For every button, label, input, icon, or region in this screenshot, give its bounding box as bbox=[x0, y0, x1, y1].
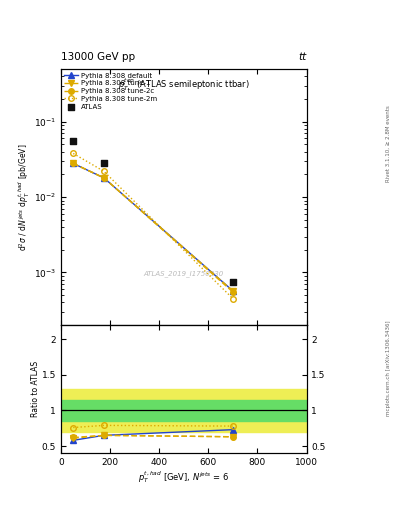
Y-axis label: d$^2\sigma$ / d$N^{jets}$ d$p_T^{t,had}$ [pb/GeV]: d$^2\sigma$ / d$N^{jets}$ d$p_T^{t,had}$… bbox=[17, 143, 32, 251]
Text: Rivet 3.1.10, ≥ 2.8M events: Rivet 3.1.10, ≥ 2.8M events bbox=[386, 105, 391, 182]
Line: Pythia 8.308 tune-2m: Pythia 8.308 tune-2m bbox=[70, 151, 236, 302]
Pythia 8.308 tune-2m bbox=[231, 295, 235, 302]
Line: Pythia 8.308 default: Pythia 8.308 default bbox=[70, 161, 236, 293]
Bar bbox=[61, 400, 307, 421]
Pythia 8.308 tune-1 bbox=[231, 288, 235, 294]
Pythia 8.308 tune-2m bbox=[101, 168, 106, 175]
ATLAS bbox=[70, 137, 76, 145]
Text: 13000 GeV pp: 13000 GeV pp bbox=[61, 52, 135, 62]
Bar bbox=[61, 389, 307, 432]
Pythia 8.308 tune-2c bbox=[71, 160, 75, 166]
Line: Pythia 8.308 tune-2c: Pythia 8.308 tune-2c bbox=[70, 161, 236, 295]
Text: mcplots.cern.ch [arXiv:1306.3436]: mcplots.cern.ch [arXiv:1306.3436] bbox=[386, 321, 391, 416]
Y-axis label: Ratio to ATLAS: Ratio to ATLAS bbox=[31, 361, 40, 417]
Pythia 8.308 tune-2c bbox=[231, 289, 235, 295]
Text: ATLAS_2019_I1750330: ATLAS_2019_I1750330 bbox=[143, 270, 224, 278]
Pythia 8.308 tune-1 bbox=[71, 160, 75, 166]
Legend: Pythia 8.308 default, Pythia 8.308 tune-1, Pythia 8.308 tune-2c, Pythia 8.308 tu: Pythia 8.308 default, Pythia 8.308 tune-… bbox=[63, 71, 158, 111]
Line: Pythia 8.308 tune-1: Pythia 8.308 tune-1 bbox=[70, 161, 236, 293]
Pythia 8.308 tune-1 bbox=[101, 175, 106, 181]
Text: tt: tt bbox=[298, 52, 307, 62]
Pythia 8.308 default bbox=[71, 160, 75, 166]
Pythia 8.308 tune-2c bbox=[101, 175, 106, 181]
X-axis label: $p_T^{t,had}$ [GeV], $N^{jets}$ = 6: $p_T^{t,had}$ [GeV], $N^{jets}$ = 6 bbox=[138, 470, 229, 485]
Pythia 8.308 tune-2m bbox=[71, 151, 75, 157]
Text: $p_T^{top}$ (ATLAS semileptonic ttbar): $p_T^{top}$ (ATLAS semileptonic ttbar) bbox=[118, 77, 250, 93]
ATLAS bbox=[230, 278, 236, 286]
ATLAS bbox=[101, 159, 107, 167]
Pythia 8.308 default bbox=[231, 288, 235, 294]
Pythia 8.308 default bbox=[101, 175, 106, 181]
